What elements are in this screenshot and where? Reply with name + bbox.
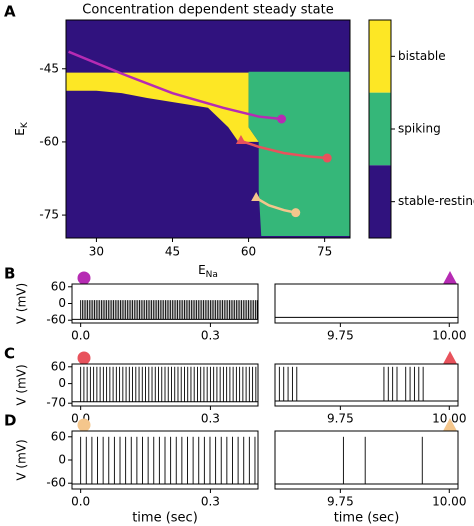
y-tick-label: -60 — [46, 313, 66, 327]
colorbar-cell — [369, 92, 391, 166]
x-tick-label: 0.3 — [201, 495, 220, 509]
curve-end — [277, 114, 287, 124]
panel-label: A — [4, 3, 16, 21]
x-tick-label: 10.00 — [432, 495, 466, 509]
x-tick-label: 0.0 — [71, 495, 90, 509]
curve-start — [251, 192, 262, 202]
y-tick-label: -60 — [46, 476, 66, 490]
curve-end — [291, 208, 301, 218]
region — [66, 72, 259, 142]
frame — [274, 430, 459, 490]
condition-marker — [77, 271, 91, 285]
y-tick-label: 0 — [58, 376, 66, 390]
condition-marker — [77, 351, 91, 365]
condition-marker — [443, 271, 457, 284]
label-sub: Na — [206, 270, 218, 280]
condition-marker — [443, 418, 457, 431]
panel-label: D — [4, 412, 16, 430]
x-axis-label: ENa — [198, 263, 218, 280]
x-tick-label: 45 — [165, 245, 180, 259]
x-tick-label: 75 — [317, 245, 332, 259]
x-tick-label: 0.3 — [201, 412, 220, 426]
y-axis-label: V (mV) — [15, 439, 29, 480]
frame — [65, 19, 351, 239]
x-tick-label: 9.75 — [327, 329, 354, 343]
condition-marker — [443, 351, 457, 364]
y-axis-label: V (mV) — [15, 364, 29, 405]
x-tick-label: 10.00 — [432, 412, 466, 426]
frame — [274, 283, 459, 324]
condition-marker — [77, 418, 91, 432]
y-tick-label: 60 — [51, 279, 66, 293]
panel-label: B — [4, 265, 15, 283]
x-tick-label: 30 — [89, 245, 104, 259]
colorbar-cell — [369, 20, 391, 93]
label-main: E — [198, 263, 206, 277]
x-tick-label: 9.75 — [327, 412, 354, 426]
colorbar-label: stable-resting — [398, 194, 474, 208]
y-tick-label: 0 — [58, 453, 66, 467]
colorbar-frame — [368, 19, 392, 239]
y-tick-label: 0 — [58, 296, 66, 310]
y-tick-label: 60 — [51, 429, 66, 443]
x-tick-label: 0.3 — [201, 329, 220, 343]
curve — [255, 196, 296, 214]
y-tick-label: -70 — [46, 396, 66, 410]
y-tick-label: -60 — [39, 134, 59, 148]
x-tick-label: 10.00 — [432, 329, 466, 343]
y-tick-label: -75 — [39, 208, 59, 222]
region — [248, 71, 350, 237]
x-tick-label: 9.75 — [327, 495, 354, 509]
label-sub: K — [20, 121, 30, 128]
frame — [71, 363, 259, 407]
y-tick-label: 60 — [51, 359, 66, 373]
x-axis-label: time (sec) — [132, 511, 198, 526]
x-tick-label: 0.0 — [71, 329, 90, 343]
y-axis-label: V (mV) — [15, 283, 29, 324]
colorbar-label: spiking — [398, 122, 441, 136]
x-tick-label: 60 — [241, 245, 256, 259]
chart-title: Concentration dependent steady state — [82, 3, 333, 18]
curve-start — [235, 134, 246, 144]
y-tick-label: -45 — [39, 61, 59, 75]
label-main: E — [13, 128, 27, 136]
curve — [240, 139, 328, 160]
curve — [68, 50, 282, 121]
x-axis-label: time (sec) — [334, 511, 400, 526]
colorbar-label: bistable — [398, 49, 446, 63]
panel-label: C — [4, 345, 15, 363]
curve-end — [322, 153, 332, 163]
colorbar-cell — [369, 165, 391, 238]
y-axis-label: EK — [13, 121, 30, 136]
frame — [274, 363, 459, 407]
